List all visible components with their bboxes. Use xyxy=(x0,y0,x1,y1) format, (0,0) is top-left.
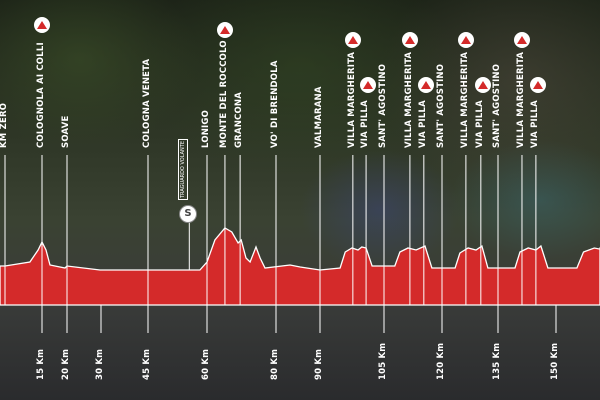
kom-mountain-icon xyxy=(529,77,546,93)
place-label: VILLA MARGHERITA xyxy=(403,51,414,148)
profile-area xyxy=(0,227,600,306)
sprint-label: TRAGUARDO VOLANTE xyxy=(178,138,188,200)
place-label: KM ZERO xyxy=(0,102,9,148)
km-tick-label: 150 Km xyxy=(550,342,560,380)
kom-mountain-icon xyxy=(513,32,530,48)
place-label: MONTE DEL ROCCOLO xyxy=(218,40,229,148)
place-label: SOAVE xyxy=(61,115,71,148)
km-tick-label: 90 Km xyxy=(314,348,324,380)
place-label: VIA PILLA xyxy=(360,100,371,148)
place-label: SANT' AGOSTINO xyxy=(492,63,502,148)
place-label: VILLA MARGHERITA xyxy=(346,51,357,148)
place-label: VALMARANA xyxy=(314,86,324,148)
place-label: VILLA MARGHERITA xyxy=(459,51,470,148)
kom-mountain-icon xyxy=(360,77,377,93)
km-tick-label: 15 Km xyxy=(36,348,46,380)
place-label: COLOGNOLA AI COLLI xyxy=(36,42,46,148)
km-tick-label: 60 Km xyxy=(201,348,211,380)
sprint-icon: S xyxy=(179,205,197,223)
km-tick-label: 45 Km xyxy=(142,348,152,380)
km-tick-label: 80 Km xyxy=(270,348,280,380)
kom-mountain-icon xyxy=(34,17,50,33)
place-label: LONIGO xyxy=(201,109,211,148)
place-label: SANT' AGOSTINO xyxy=(436,63,446,148)
place-label: GRANCONA xyxy=(234,92,245,148)
kom-mountain-icon xyxy=(216,22,233,38)
kom-mountain-icon xyxy=(474,77,491,93)
km-tick-label: 105 Km xyxy=(378,342,388,380)
kom-mountain-icon xyxy=(344,32,361,48)
place-label: VO' DI BRENDOLA xyxy=(270,60,280,148)
place-label: COLOGNA VENETA xyxy=(142,58,152,148)
km-tick-label: 30 Km xyxy=(95,348,105,380)
kom-mountain-icon xyxy=(417,77,434,93)
kom-mountain-icon xyxy=(401,32,418,48)
km-tick-label: 120 Km xyxy=(436,342,446,380)
kom-mountain-icon xyxy=(457,32,474,48)
km-tick-label: 135 Km xyxy=(492,342,502,380)
km-tick-label: 20 Km xyxy=(61,348,71,380)
place-label: VIA PILLA xyxy=(529,100,540,148)
place-label: SANT' AGOSTINO xyxy=(378,63,388,148)
place-label: VIA PILLA xyxy=(417,100,428,148)
place-label: VILLA MARGHERITA xyxy=(515,51,526,148)
place-label: VIA PILLA xyxy=(474,100,485,148)
